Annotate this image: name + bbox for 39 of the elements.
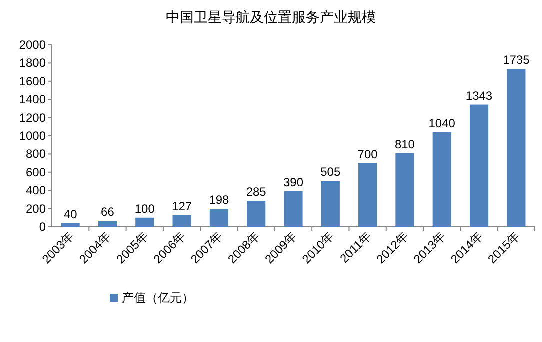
y-tick-label: 600 (26, 165, 46, 180)
y-tick-label: 1600 (19, 74, 46, 88)
data-label: 1040 (428, 116, 456, 130)
data-label: 285 (246, 185, 267, 200)
bar (98, 220, 118, 227)
data-label: 810 (394, 137, 416, 152)
bar (136, 218, 154, 227)
bar (172, 215, 192, 227)
y-tick-label: 0 (39, 220, 46, 234)
data-label: 198 (209, 192, 230, 207)
data-label: 505 (320, 165, 341, 180)
bar (396, 153, 414, 227)
y-tick-label: 2000 (19, 38, 46, 52)
data-label: 100 (134, 202, 156, 216)
data-label: 66 (101, 204, 115, 219)
y-tick-label: 800 (26, 147, 46, 162)
bar (284, 192, 303, 227)
bar (358, 163, 378, 227)
data-label: 127 (172, 199, 192, 214)
bar (61, 223, 80, 227)
y-tick-label: 1400 (19, 92, 46, 107)
y-tick-label: 1800 (19, 56, 46, 70)
data-label: 700 (358, 147, 378, 162)
data-label: 1735 (503, 53, 530, 68)
y-tick-label: 1000 (19, 129, 46, 143)
bar (507, 69, 526, 227)
bar (470, 104, 489, 227)
data-label: 40 (64, 207, 78, 222)
chart-title: 中国卫星导航及位置服务产业规模 (166, 9, 376, 25)
y-tick-label: 200 (26, 202, 46, 216)
y-tick-label: 1200 (19, 110, 46, 125)
data-label: 1343 (466, 88, 493, 103)
data-label: 390 (283, 176, 304, 190)
legend-label: 产值（亿元） (122, 291, 194, 305)
bar (247, 201, 266, 227)
y-tick-label: 400 (26, 184, 46, 198)
bar (321, 181, 340, 227)
bar (432, 132, 452, 227)
bar (210, 208, 228, 227)
